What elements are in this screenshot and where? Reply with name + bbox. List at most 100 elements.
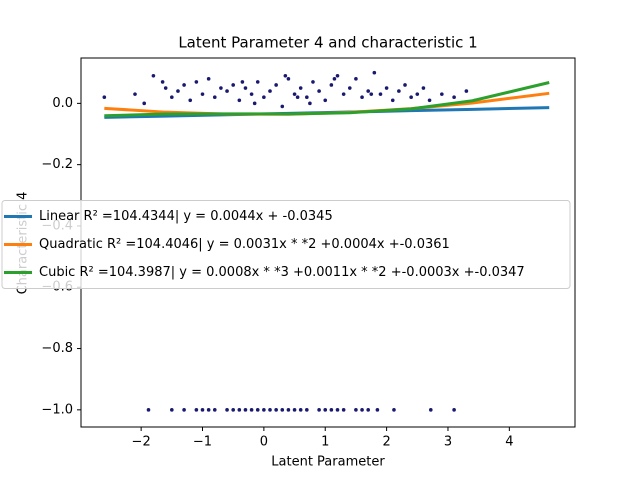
scatter-point [341, 92, 346, 96]
scatter-point [225, 89, 229, 93]
scatter-point [421, 86, 426, 90]
scatter-point [142, 101, 147, 106]
scatter-point [194, 80, 199, 84]
scatter-point [182, 83, 186, 87]
scatter-point [335, 73, 340, 78]
scatter-point [262, 95, 266, 100]
scatter-point [176, 89, 180, 93]
scatter-point [375, 408, 380, 412]
scatter-point [280, 104, 285, 109]
legend-label: Linear R² =104.4344| y = 0.0044x + -0.03… [39, 209, 333, 224]
scatter-point [384, 86, 389, 90]
y-tick-label: −0.2 [41, 157, 73, 172]
scatter-point [329, 408, 334, 412]
scatter-point [347, 86, 352, 90]
scatter-point [237, 98, 242, 103]
scatter-point [452, 95, 456, 100]
scatter-point [170, 95, 174, 100]
scatter-point [268, 89, 272, 93]
scatter-point [200, 408, 205, 412]
scatter-point [428, 408, 433, 412]
scatter-point [366, 89, 370, 93]
y-tick-label: −0.8 [41, 341, 73, 356]
scatter-point [188, 98, 193, 103]
legend-box [1, 200, 571, 289]
scatter-point [354, 77, 358, 81]
scatter-point [231, 83, 235, 87]
scatter-point [243, 408, 248, 412]
scatter-point [390, 98, 395, 103]
scatter-point [160, 80, 165, 84]
scatter-point [335, 408, 340, 412]
scatter-point [360, 408, 364, 412]
x-tick-label: 2 [382, 435, 390, 450]
scatter-point [255, 80, 260, 84]
scatter-point [292, 408, 297, 412]
scatter-point [440, 92, 444, 96]
fit-line [104, 81, 550, 118]
y-tick-label: −1.0 [41, 402, 73, 417]
x-tick-label: 4 [505, 435, 513, 450]
scatter-point [317, 408, 321, 412]
scatter-point [305, 408, 309, 412]
scatter-point [170, 408, 174, 412]
scatter-point [286, 77, 291, 81]
scatter-point [249, 92, 254, 96]
scatter-point [262, 408, 266, 412]
scatter-point [163, 86, 168, 90]
scatter-point [366, 408, 370, 412]
scatter-point [403, 83, 407, 87]
scatter-point [360, 95, 364, 100]
scatter-point [317, 89, 321, 93]
scatter-point [206, 408, 211, 412]
scatter-point [452, 408, 456, 412]
chart-title: Latent Parameter 4 and characteristic 1 [178, 34, 477, 52]
scatter-point [354, 408, 358, 412]
scatter-point [378, 92, 383, 96]
x-tick-label: 3 [444, 435, 452, 450]
x-tick-label: −1 [193, 435, 212, 450]
scatter-point [415, 92, 420, 96]
x-axis-label: Latent Parameter [271, 455, 385, 470]
scatter-point [464, 89, 469, 93]
scatter-point [212, 408, 217, 412]
scatter-point [298, 86, 303, 90]
scatter-point [274, 408, 278, 412]
legend-label: Cubic R² =104.3987| y = 0.0008x * *3 +0.… [39, 265, 525, 280]
scatter-point [182, 408, 186, 412]
scatter-point [392, 408, 396, 412]
scatter-point [369, 92, 374, 96]
scatter-point [252, 101, 257, 106]
scatter-point [249, 408, 254, 412]
scatter-point [372, 70, 377, 75]
scatter-point [280, 408, 285, 412]
scatter-point [308, 101, 312, 106]
scatter-point [133, 92, 137, 96]
scatter-point [237, 408, 242, 412]
scatter-point [311, 80, 315, 84]
scatter-point [409, 95, 413, 100]
scatter-point [212, 95, 217, 100]
scatter-point [268, 408, 272, 412]
scatter-point [305, 95, 309, 100]
scatter-point [151, 73, 156, 78]
scatter-point [298, 408, 303, 412]
scatter-point [225, 408, 229, 412]
legend-label: Quadratic R² =104.4046| y = 0.0031x * *2… [39, 237, 450, 252]
scatter-point [231, 408, 235, 412]
x-tick-label: −2 [132, 435, 151, 450]
scatter-point [219, 86, 223, 90]
scatter-point [323, 408, 328, 412]
scatter-point [329, 83, 334, 87]
scatter-point [286, 408, 291, 412]
scatter-point [243, 86, 248, 90]
scatter-point [332, 77, 337, 81]
y-tick-label: 0.0 [52, 96, 73, 111]
scatter-point [295, 95, 300, 100]
scatter-point [146, 408, 151, 412]
scatter-point [283, 73, 288, 78]
scatter-point [206, 77, 211, 81]
scatter-point [323, 98, 328, 103]
scatter-point [240, 80, 245, 84]
